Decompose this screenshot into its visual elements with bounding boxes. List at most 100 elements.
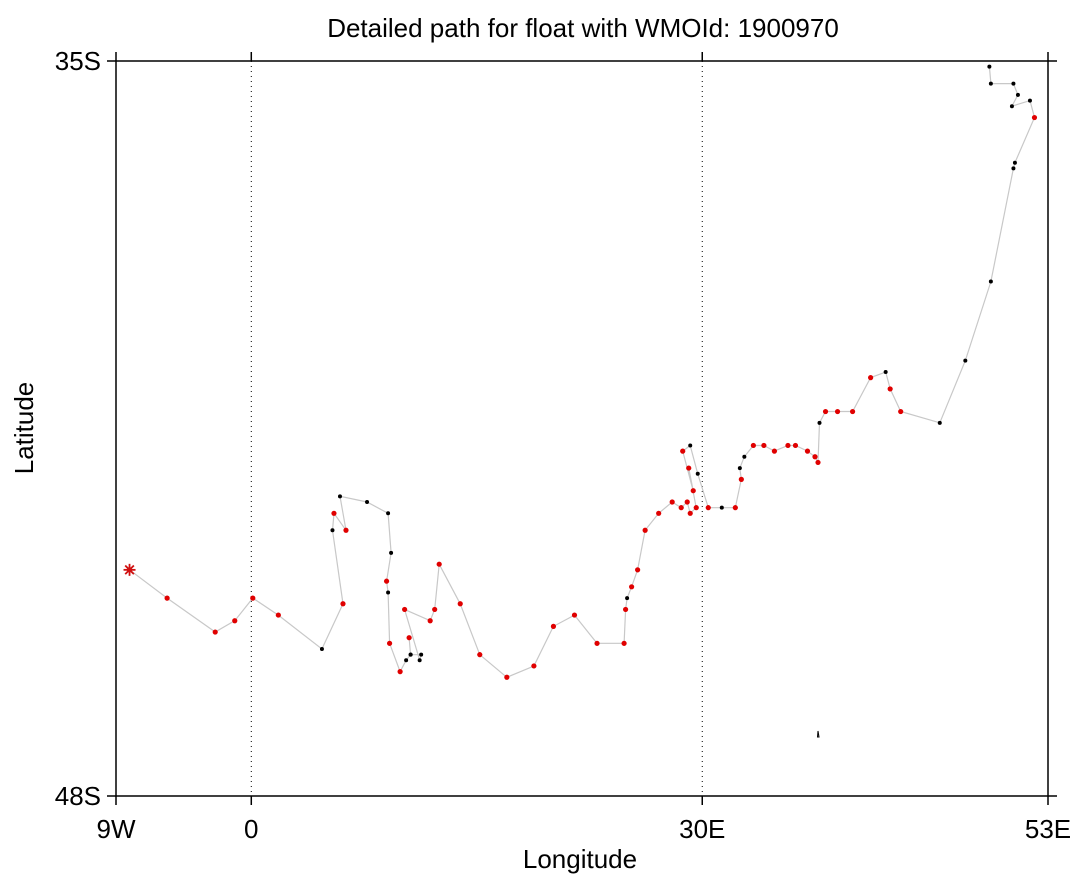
- position-point-red: [822, 408, 829, 415]
- position-point-red: [705, 505, 711, 511]
- position-point-black: [1027, 98, 1032, 103]
- position-point-red: [785, 442, 791, 449]
- island-outline: [816, 730, 820, 738]
- position-point-red: [402, 606, 408, 613]
- position-point-red: [622, 606, 629, 613]
- position-point-black: [386, 590, 391, 595]
- x-tick-label: 0: [244, 814, 258, 844]
- position-point-red: [684, 499, 690, 505]
- position-point-red: [275, 612, 281, 618]
- position-point-red: [771, 448, 778, 454]
- position-point-red: [680, 448, 686, 454]
- position-point-red: [738, 476, 744, 482]
- position-point-black: [1012, 160, 1017, 165]
- position-point-red: [686, 465, 692, 471]
- position-point-black: [1015, 92, 1020, 97]
- position-point-black: [817, 420, 822, 425]
- position-point-red: [732, 505, 738, 511]
- position-point-red: [164, 595, 170, 601]
- chart-title: Detailed path for float with WMOId: 1900…: [327, 13, 839, 43]
- x-tick-label: 53E: [1025, 814, 1071, 844]
- position-point-red: [792, 442, 799, 449]
- position-point-red: [331, 510, 337, 516]
- position-point-black: [419, 652, 424, 657]
- position-point-red: [635, 567, 641, 573]
- position-point-red: [750, 442, 756, 449]
- position-point-red: [898, 408, 904, 415]
- x-tick-label: 30E: [679, 814, 725, 844]
- float-path: [129, 66, 1036, 678]
- position-point-black: [404, 658, 409, 663]
- position-point-black: [737, 466, 742, 471]
- y-tick-label: 35S: [55, 46, 101, 76]
- position-point-red: [504, 674, 510, 680]
- position-point-black: [337, 494, 342, 499]
- path-line: [129, 66, 1036, 678]
- axis-ticks: 9W 0 30E 53E 35S 48S: [55, 46, 1071, 844]
- position-point-red: [386, 640, 393, 646]
- island-outline-shape: [816, 730, 820, 738]
- position-point-red: [343, 527, 349, 533]
- position-point-black: [386, 511, 391, 516]
- position-point-red: [812, 454, 818, 460]
- position-point-red: [383, 578, 390, 584]
- position-point-black: [330, 528, 335, 533]
- position-point-red: [656, 510, 662, 516]
- position-point-red: [250, 595, 256, 601]
- position-point-black: [719, 505, 724, 510]
- position-point-red: [687, 510, 693, 516]
- reference-lines: [250, 61, 703, 796]
- position-point-red: [642, 527, 648, 533]
- position-point-red: [815, 459, 821, 466]
- position-point-red: [571, 612, 578, 618]
- position-point-black: [1009, 104, 1014, 109]
- position-point-red: [849, 408, 856, 415]
- position-point-red: [406, 635, 412, 641]
- position-point-red: [232, 618, 238, 624]
- float-positions: [123, 64, 1038, 680]
- position-point-black: [987, 64, 992, 69]
- position-point-red: [432, 606, 438, 613]
- position-point-red: [678, 505, 684, 511]
- start-marker-stroke: [124, 564, 135, 575]
- position-point-black: [365, 500, 370, 504]
- plot-frame: [115, 60, 1049, 797]
- position-point-red: [804, 448, 811, 454]
- position-point-red: [868, 375, 874, 381]
- position-point-red: [629, 584, 635, 590]
- position-point-black: [988, 279, 993, 284]
- start-marker: [123, 563, 136, 576]
- position-point-black: [319, 647, 324, 651]
- x-axis-label: Longitude: [523, 844, 637, 874]
- position-point-red: [427, 618, 433, 624]
- position-point-red: [1031, 114, 1038, 121]
- position-point-red: [887, 386, 893, 392]
- position-point-black: [988, 81, 993, 86]
- position-point-red: [531, 663, 537, 669]
- position-point-black: [408, 652, 413, 657]
- x-tick-label: 9W: [97, 814, 136, 844]
- position-point-red: [761, 442, 767, 449]
- position-point-red: [457, 601, 463, 607]
- position-point-black: [695, 471, 700, 476]
- position-point-black: [389, 550, 394, 555]
- position-point-black: [1011, 166, 1016, 171]
- position-point-black: [883, 369, 888, 374]
- position-point-black: [742, 454, 747, 459]
- position-point-red: [621, 640, 627, 646]
- y-tick-label: 48S: [55, 781, 101, 811]
- position-point-red: [340, 601, 346, 607]
- position-point-black: [1011, 81, 1016, 86]
- position-point-black: [417, 658, 422, 663]
- position-point-red: [693, 505, 699, 511]
- position-point-red: [594, 640, 600, 646]
- position-point-black: [937, 420, 942, 425]
- y-axis-label: Latitude: [9, 382, 39, 475]
- position-point-red: [669, 499, 675, 505]
- position-point-black: [963, 358, 968, 363]
- position-point-red: [550, 623, 557, 629]
- position-point-black: [625, 596, 630, 601]
- position-point-red: [436, 561, 442, 567]
- position-point-red: [477, 652, 483, 658]
- position-point-red: [690, 488, 696, 494]
